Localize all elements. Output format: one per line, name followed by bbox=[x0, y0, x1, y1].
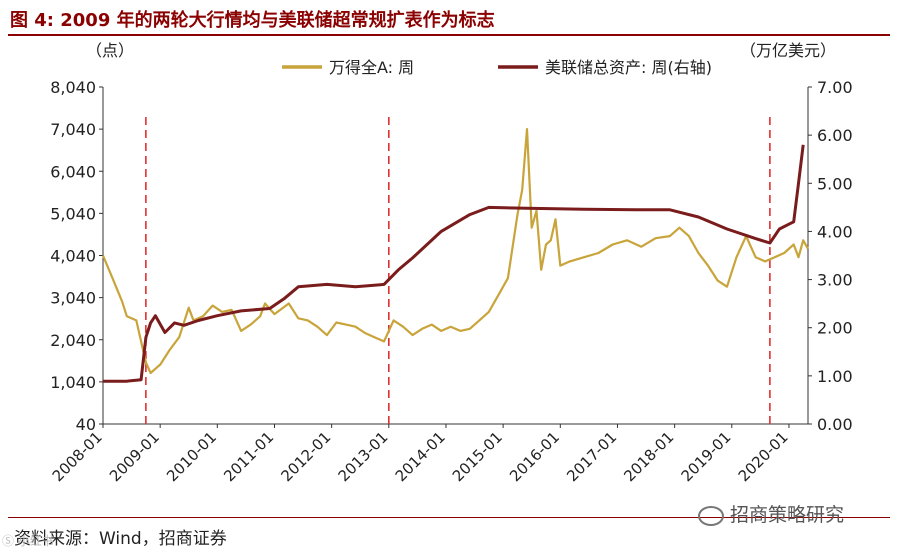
left-tick-label: 5,040 bbox=[50, 204, 96, 223]
series-group bbox=[101, 128, 809, 383]
left-tick-label: 4,040 bbox=[50, 247, 96, 266]
legend-label: 美联储总资产: 周(右轴) bbox=[545, 58, 712, 77]
right-tick-label: 5.00 bbox=[817, 174, 853, 193]
x-tick-label: 2020-01 bbox=[735, 428, 792, 485]
left-tick-label: 40 bbox=[76, 415, 96, 434]
right-tick-label: 1.00 bbox=[817, 367, 853, 386]
right-tick-label: 0.00 bbox=[817, 415, 853, 434]
source-note: 资料来源：Wind，招商证券 bbox=[14, 529, 227, 549]
corner-watermark: Ⓢ 小红书 bbox=[2, 534, 54, 548]
event-markers bbox=[145, 117, 771, 424]
x-tick-label: 2016-01 bbox=[506, 428, 563, 485]
right-tick-label: 6.00 bbox=[817, 126, 853, 145]
series-line-fed-assets bbox=[103, 144, 805, 383]
wechat-icon bbox=[698, 505, 724, 526]
legend-label: 万得全A: 周 bbox=[329, 58, 414, 77]
right-tick-label: 7.00 bbox=[817, 78, 853, 97]
x-tick-label: 2011-01 bbox=[220, 428, 277, 485]
x-tick-label: 2010-01 bbox=[163, 428, 220, 485]
right-axis-unit-label: （万亿美元） bbox=[740, 41, 836, 60]
figure-title: 图 4: 2009 年的两轮大行情均与美联储超常规扩表作为标志 bbox=[10, 10, 495, 31]
series-line-wind-a bbox=[101, 128, 809, 375]
left-tick-label: 6,040 bbox=[50, 162, 96, 181]
bottom-divider bbox=[8, 517, 890, 518]
x-tick-label: 2014-01 bbox=[392, 428, 449, 485]
x-tick-label: 2012-01 bbox=[277, 428, 334, 485]
x-tick-label: 2009-01 bbox=[106, 428, 163, 485]
x-tick-label: 2015-01 bbox=[449, 428, 506, 485]
x-tick-label: 2017-01 bbox=[563, 428, 620, 485]
legend: 万得全A: 周 美联储总资产: 周(右轴) bbox=[282, 58, 712, 77]
watermark-text: 招商策略研究 bbox=[730, 504, 845, 526]
right-tick-label: 4.00 bbox=[817, 222, 853, 241]
left-tick-label: 7,040 bbox=[50, 120, 96, 139]
x-tick-label: 2019-01 bbox=[678, 428, 735, 485]
axes: 40 1,040 2,040 3,040 4,040 5,040 6,040 7,040 8,0… bbox=[49, 78, 853, 485]
left-tick-label: 2,040 bbox=[50, 331, 96, 350]
right-tick-label: 2.00 bbox=[817, 319, 853, 338]
watermark: 招商策略研究 bbox=[698, 500, 844, 527]
x-tick-label: 2013-01 bbox=[335, 428, 392, 485]
left-axis-unit-label: （点） bbox=[86, 41, 134, 60]
left-tick-label: 3,040 bbox=[50, 289, 96, 308]
left-tick-label: 8,040 bbox=[50, 78, 96, 97]
title-divider bbox=[8, 34, 890, 36]
chart-area: （点） （万亿美元） 万得全A: 周 美联储总资产: 周(右轴) 40 1,040 2… bbox=[49, 41, 853, 485]
x-tick-label: 2018-01 bbox=[620, 428, 677, 485]
left-tick-label: 1,040 bbox=[50, 373, 96, 392]
right-tick-label: 3.00 bbox=[817, 271, 853, 290]
x-tick-label: 2008-01 bbox=[49, 428, 106, 485]
